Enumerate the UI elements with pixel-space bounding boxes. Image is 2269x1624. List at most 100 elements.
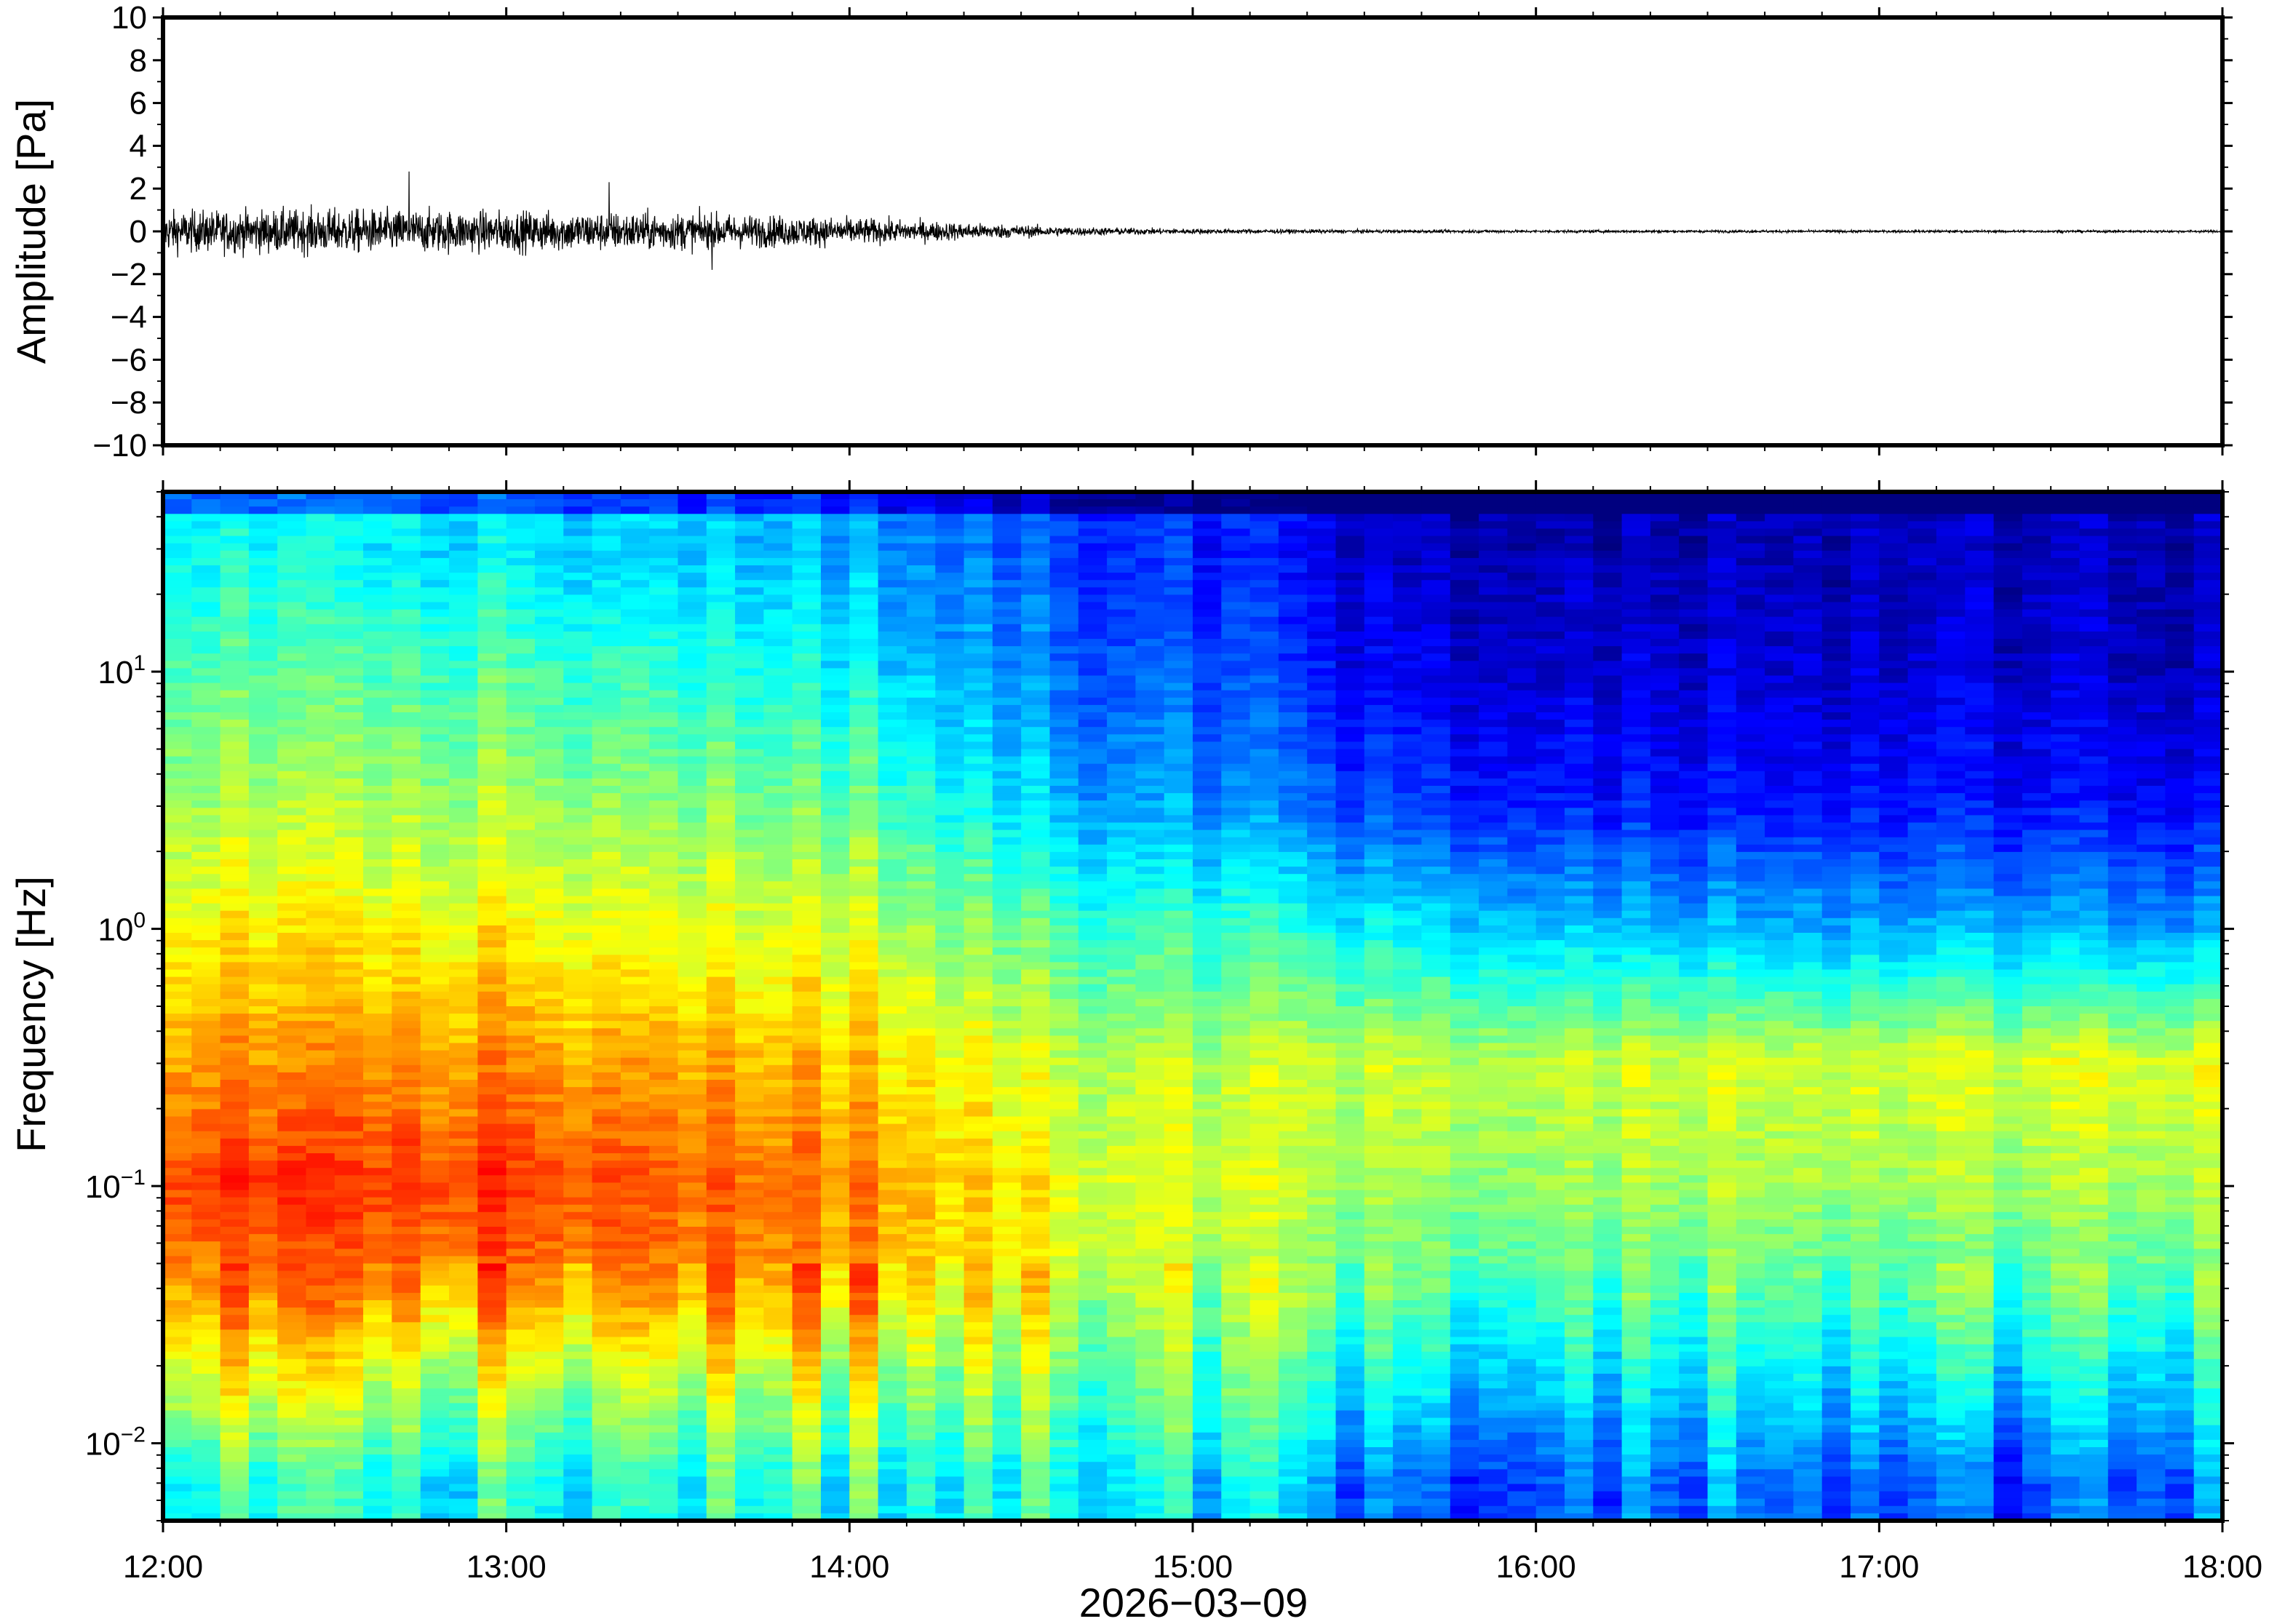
spectrogram-cell xyxy=(649,492,679,500)
spectrogram-cell xyxy=(363,756,393,765)
spectrogram-cell xyxy=(334,587,364,596)
spectrogram-cell xyxy=(1049,1300,1079,1308)
spectrogram-cell xyxy=(334,1344,364,1353)
spectrogram-cell xyxy=(849,587,879,596)
spectrogram-cell xyxy=(821,1234,851,1242)
spectrogram-cell xyxy=(878,998,907,1007)
spectrogram-cell xyxy=(334,528,364,537)
spectrogram-cell xyxy=(363,741,393,750)
spectrogram-cell xyxy=(449,829,479,838)
spectrogram-cell xyxy=(420,925,450,934)
spectrogram-cell xyxy=(163,616,193,625)
spectrogram-cell xyxy=(248,690,278,698)
spectrogram-cell xyxy=(592,1491,621,1500)
spectrogram-cell xyxy=(306,1204,335,1213)
spectrogram-cell xyxy=(563,609,593,618)
spectrogram-cell xyxy=(735,1300,765,1308)
spectrogram-cell xyxy=(592,749,621,757)
spectrogram-cell xyxy=(1078,1021,1108,1030)
spectrogram-cell xyxy=(1021,1138,1051,1147)
spectrogram-cell xyxy=(191,859,221,867)
spectrogram-cell xyxy=(821,1329,851,1338)
waveform-ytick-label: −2 xyxy=(111,257,147,292)
spectrogram-cell xyxy=(1107,749,1137,757)
spectrogram-cell xyxy=(248,1505,278,1514)
spectrogram-cell xyxy=(1078,1307,1108,1315)
spectrogram-cell xyxy=(649,1116,679,1125)
spectrogram-cell xyxy=(392,910,421,919)
spectrogram-cell xyxy=(449,1263,479,1272)
spectrogram-cell xyxy=(1049,998,1079,1007)
spectrogram-cell xyxy=(735,1072,765,1080)
spectrogram-cell xyxy=(1021,1292,1051,1301)
spectrogram-cell xyxy=(420,829,450,838)
spectrogram-cell xyxy=(220,1498,250,1507)
spectrogram-cell xyxy=(420,580,450,589)
spectrogram-cell xyxy=(735,815,765,824)
spectrogram-cell xyxy=(420,1161,450,1169)
spectrogram-cell xyxy=(821,1087,851,1095)
spectrogram-cell xyxy=(735,1227,765,1235)
spectrogram-cell xyxy=(563,1175,593,1184)
spectrogram-cell xyxy=(906,962,936,971)
spectrogram-cell xyxy=(563,602,593,610)
spectrogram-cell xyxy=(1078,1315,1108,1324)
waveform-ytick-label: 8 xyxy=(130,43,147,79)
spectrogram-cell xyxy=(935,587,965,596)
spectrogram-cell xyxy=(592,1057,621,1066)
spectrogram-cell xyxy=(706,1322,736,1331)
spectrogram-cell xyxy=(506,712,536,720)
spectrogram-cell xyxy=(248,1153,278,1161)
spectrogram-cell xyxy=(163,991,193,1000)
spectrogram-cell xyxy=(849,947,879,956)
spectrogram-cell xyxy=(992,918,1022,926)
spectrogram-cell xyxy=(935,1300,965,1308)
spectrogram-cell xyxy=(735,1484,765,1492)
spectrogram-cell xyxy=(706,492,736,500)
spectrogram-cell xyxy=(191,1388,221,1397)
spectrogram-cell xyxy=(1107,1182,1137,1191)
spectrogram-cell xyxy=(563,506,593,515)
spectrogram-cell xyxy=(649,624,679,632)
spectrogram-cell xyxy=(191,800,221,809)
spectrogram-cell xyxy=(706,616,736,625)
spectrogram-cell xyxy=(677,1439,707,1448)
spectrogram-cell xyxy=(1021,1476,1051,1485)
spectrogram-cell xyxy=(1135,844,1165,853)
spectrogram-cell xyxy=(706,984,736,992)
spectrogram-cell xyxy=(1078,631,1108,640)
spectrogram-cell xyxy=(849,734,879,743)
spectrogram-cell xyxy=(592,881,621,890)
spectrogram-cell xyxy=(1021,1234,1051,1242)
spectrogram-cell xyxy=(506,822,536,831)
spectrogram-cell xyxy=(1107,741,1137,750)
spectrogram-cell xyxy=(935,1263,965,1272)
spectrogram-cell xyxy=(1135,661,1165,669)
spectrogram-heatmap xyxy=(163,492,2222,1521)
spectrogram-cell xyxy=(563,1498,593,1507)
spectrogram-cell xyxy=(1107,991,1137,1000)
spectrogram-cell xyxy=(849,697,879,706)
spectrogram-cell xyxy=(620,514,650,522)
spectrogram-cell xyxy=(992,1256,1022,1265)
spectrogram-cell xyxy=(849,514,879,522)
spectrogram-cell xyxy=(1021,778,1051,787)
spectrogram-cell xyxy=(620,1182,650,1191)
spectrogram-cell xyxy=(592,1344,621,1353)
spectrogram-cell xyxy=(220,874,250,883)
spectrogram-cell xyxy=(392,925,421,934)
spectrogram-cell xyxy=(363,1491,393,1500)
spectrogram-cell xyxy=(821,697,851,706)
spectrogram-cell xyxy=(1049,499,1079,507)
spectrogram-cell xyxy=(392,1432,421,1441)
spectrogram-cell xyxy=(935,1425,965,1433)
spectrogram-cell xyxy=(992,1145,1022,1154)
spectrogram-cell xyxy=(163,580,193,589)
spectrogram-cell xyxy=(906,616,936,625)
spectrogram-cell xyxy=(1078,565,1108,573)
spectrogram-cell xyxy=(849,1388,879,1397)
spectrogram-cell xyxy=(649,910,679,919)
spectrogram-cell xyxy=(792,1417,822,1426)
spectrogram-cell xyxy=(506,727,536,736)
